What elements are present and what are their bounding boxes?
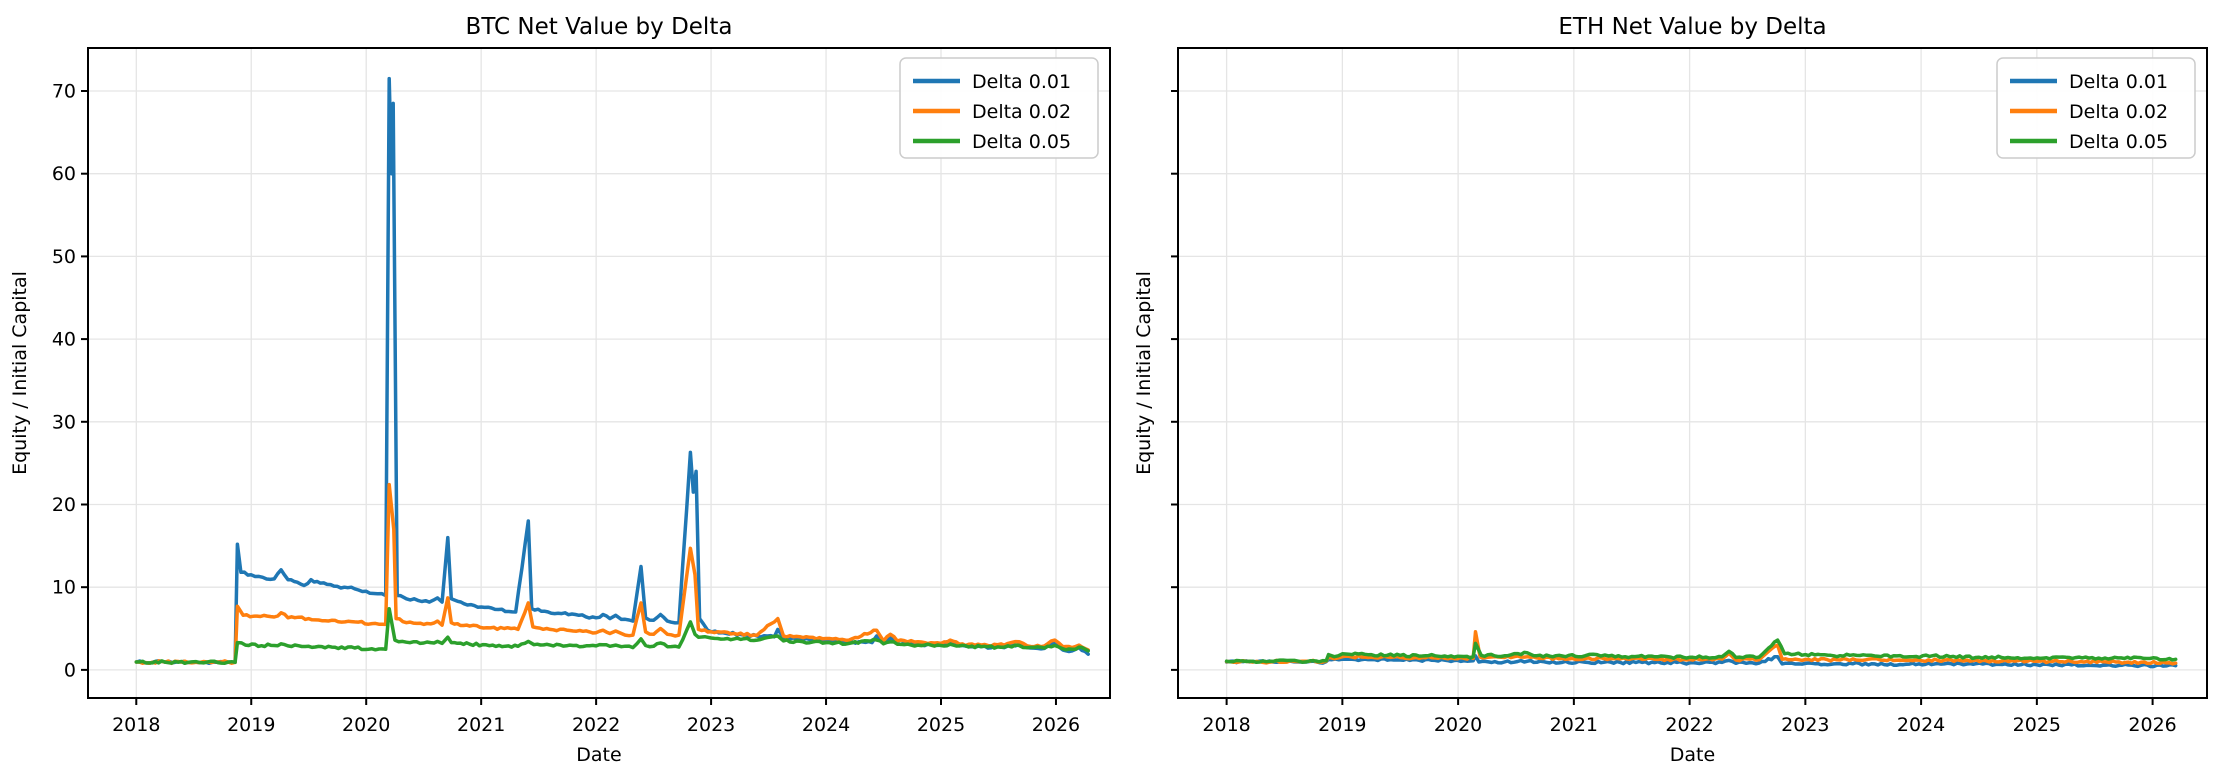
y-tick-label: 60 [52, 163, 76, 185]
series-line-delta-0-01 [1224, 654, 2178, 669]
x-tick-label: 2018 [112, 714, 160, 736]
btc-chart: 2018 2019 2020 2021 2022 2023 2024 2025 2026 0 10 2… [9, 14, 1111, 766]
chart-title: BTC Net Value by Delta [466, 14, 733, 40]
x-tick-label: 2020 [1434, 714, 1482, 736]
y-tick-label: 50 [52, 246, 76, 268]
y-tick-label: 20 [52, 494, 76, 516]
x-tick-label: 2024 [802, 714, 850, 736]
x-tick-label: 2019 [1318, 714, 1366, 736]
chart-title: ETH Net Value by Delta [1558, 14, 1826, 40]
x-axis-label: Date [576, 744, 621, 766]
x-tick-label: 2024 [1897, 714, 1945, 736]
x-tick-label: 2022 [572, 714, 620, 736]
legend-label-delta-0-02: Delta 0.02 [972, 101, 1071, 123]
y-tick-label: 10 [52, 577, 76, 599]
x-tick-label: 2023 [1781, 714, 1829, 736]
x-tick-label: 2023 [687, 714, 735, 736]
legend-label-delta-0-01: Delta 0.01 [2069, 71, 2168, 93]
y-axis-label: Equity / Initial Capital [1133, 271, 1155, 475]
legend-label-delta-0-02: Delta 0.02 [2069, 101, 2168, 123]
axes-spines [1177, 47, 2208, 699]
x-tick-label: 2026 [1032, 714, 1080, 736]
x-tick-label: 2021 [457, 714, 505, 736]
x-tick-label: 2022 [1665, 714, 1713, 736]
x-tick-label: 2019 [227, 714, 275, 736]
x-tick-label: 2026 [2128, 714, 2176, 736]
series-line-delta-0-02 [134, 482, 1090, 666]
x-tick-label: 2021 [1550, 714, 1598, 736]
series-line-delta-0-05 [1224, 638, 2178, 665]
x-axis-label: Date [1670, 744, 1715, 766]
legend-label-delta-0-05: Delta 0.05 [2069, 131, 2168, 153]
x-tick-label: 2025 [2013, 714, 2061, 736]
x-tick-label: 2025 [917, 714, 965, 736]
y-tick-label: 70 [52, 81, 76, 103]
axes-spines [87, 47, 1111, 699]
legend: Delta 0.01 Delta 0.02 Delta 0.05 [899, 57, 1099, 159]
x-tick-label: 2018 [1202, 714, 1250, 736]
eth-chart: 2018 2019 2020 2021 2022 2023 2024 2025 2026 ETH … [1133, 14, 2208, 766]
legend-label-delta-0-01: Delta 0.01 [972, 71, 1071, 93]
x-tick-label: 2020 [342, 714, 390, 736]
legend-label-delta-0-05: Delta 0.05 [972, 131, 1071, 153]
y-axis-label: Equity / Initial Capital [9, 271, 31, 475]
legend: Delta 0.01 Delta 0.02 Delta 0.05 [1996, 57, 2196, 159]
y-tick-label: 0 [64, 659, 76, 681]
y-tick-label: 30 [52, 411, 76, 433]
series-line-delta-0-05 [134, 606, 1090, 666]
y-tick-label: 40 [52, 329, 76, 351]
